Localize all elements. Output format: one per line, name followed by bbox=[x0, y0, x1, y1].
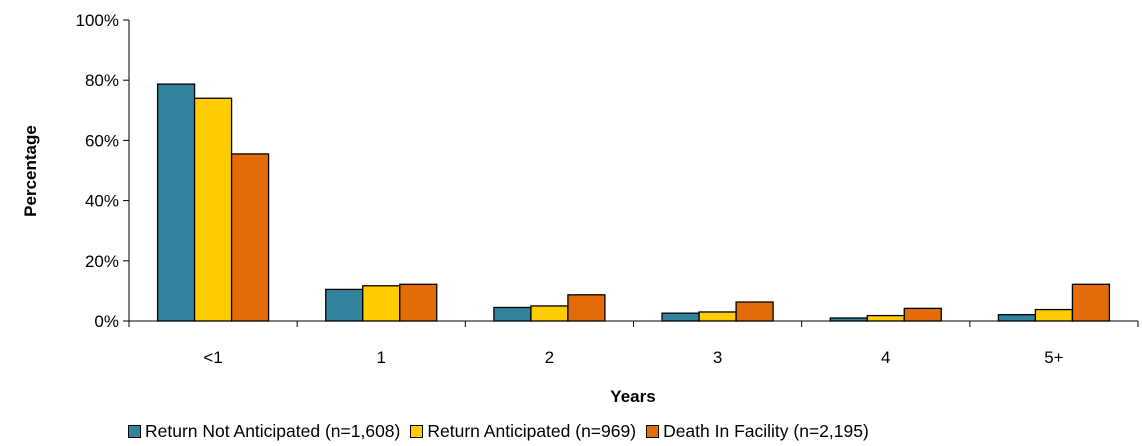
x-axis-title: Years bbox=[610, 387, 655, 406]
legend-item: Death In Facility (n=2,195) bbox=[646, 421, 869, 442]
legend-swatch bbox=[128, 424, 141, 438]
x-tick-label: 5+ bbox=[1044, 348, 1063, 367]
y-tick-label: 80% bbox=[85, 71, 119, 90]
bar bbox=[1071, 283, 1111, 322]
y-axis-ticks: 0% 20% 40% 60% 80% 100% bbox=[76, 11, 129, 331]
bar bbox=[903, 307, 942, 322]
bars bbox=[156, 83, 1111, 322]
legend-item: Return Anticipated (n=969) bbox=[410, 421, 636, 442]
bar bbox=[156, 83, 196, 322]
bar bbox=[661, 312, 700, 322]
x-tick-label: 4 bbox=[881, 348, 890, 367]
bar bbox=[530, 305, 569, 322]
x-tick-label: 3 bbox=[713, 348, 722, 367]
legend-label: Return Not Anticipated (n=1,608) bbox=[145, 420, 401, 441]
legend-swatch bbox=[410, 424, 424, 438]
legend-label: Return Anticipated (n=969) bbox=[427, 420, 637, 441]
bar bbox=[362, 285, 401, 322]
legend: Return Not Anticipated (n=1,608) Return A… bbox=[128, 418, 1138, 444]
legend-label: Death In Facility (n=2,195) bbox=[663, 420, 869, 441]
y-tick-label: 20% bbox=[85, 252, 119, 271]
legend-item: Return Not Anticipated (n=1,608) bbox=[128, 421, 400, 442]
bar bbox=[325, 288, 364, 322]
x-tick-label: 2 bbox=[545, 348, 554, 367]
x-axis-ticks: <1 1 2 3 4 5+ bbox=[128, 321, 1139, 367]
bar bbox=[230, 153, 270, 322]
y-tick-label: 60% bbox=[85, 131, 119, 150]
y-axis-title: Percentage bbox=[21, 125, 40, 217]
bar bbox=[997, 314, 1037, 322]
legend-swatch bbox=[646, 424, 660, 438]
x-tick-label: <1 bbox=[203, 348, 222, 367]
y-tick-label: 0% bbox=[94, 312, 119, 331]
bar bbox=[1034, 308, 1074, 322]
bar bbox=[567, 294, 606, 322]
chart: 0% 20% 40% 60% 80% 100% <1 1 2 3 4 5+ Percentage Y… bbox=[21, 11, 1139, 406]
bar bbox=[193, 97, 233, 322]
bar bbox=[399, 283, 438, 322]
y-tick-label: 40% bbox=[85, 192, 119, 211]
y-tick-label: 100% bbox=[76, 11, 119, 30]
x-tick-label: 1 bbox=[377, 348, 386, 367]
bar bbox=[493, 306, 532, 322]
bar bbox=[735, 301, 774, 322]
bar bbox=[866, 314, 905, 322]
bar bbox=[698, 311, 737, 322]
